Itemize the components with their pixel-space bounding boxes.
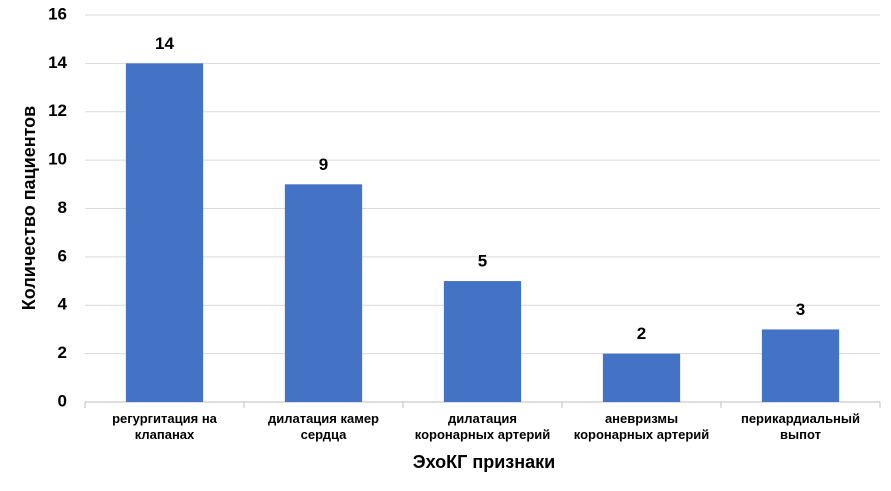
y-tick-label: 6	[58, 246, 67, 265]
y-tick-label: 8	[58, 198, 67, 217]
y-tick-label: 12	[48, 101, 67, 120]
x-tick-label: дилатация камер сердца	[267, 411, 380, 442]
bar	[602, 353, 681, 402]
y-tick-label: 2	[58, 343, 67, 362]
data-label: 2	[637, 324, 646, 343]
bar	[761, 329, 840, 402]
x-tick-label: аневризмы коронарных артерий	[573, 411, 710, 442]
bar	[443, 281, 522, 402]
data-label: 5	[478, 252, 487, 271]
y-axis-title: Количество пациентов	[19, 106, 39, 310]
bar	[284, 184, 363, 402]
x-tick-label: перикардиальный выпот	[740, 411, 861, 442]
bar	[125, 63, 204, 402]
y-tick-label: 4	[58, 295, 68, 314]
data-label: 14	[155, 34, 174, 53]
y-tick-label: 14	[48, 53, 67, 72]
y-tick-label: 0	[58, 391, 67, 410]
y-tick-label: 16	[48, 4, 67, 23]
data-label: 3	[796, 300, 805, 319]
x-axis-title: ЭхоКГ признаки	[413, 452, 555, 472]
x-tick-label: регургитация на клапанах	[112, 411, 217, 442]
data-label: 9	[319, 155, 328, 174]
y-tick-label: 10	[48, 150, 67, 169]
x-tick-label: дилатация коронарных артерий	[414, 411, 551, 442]
